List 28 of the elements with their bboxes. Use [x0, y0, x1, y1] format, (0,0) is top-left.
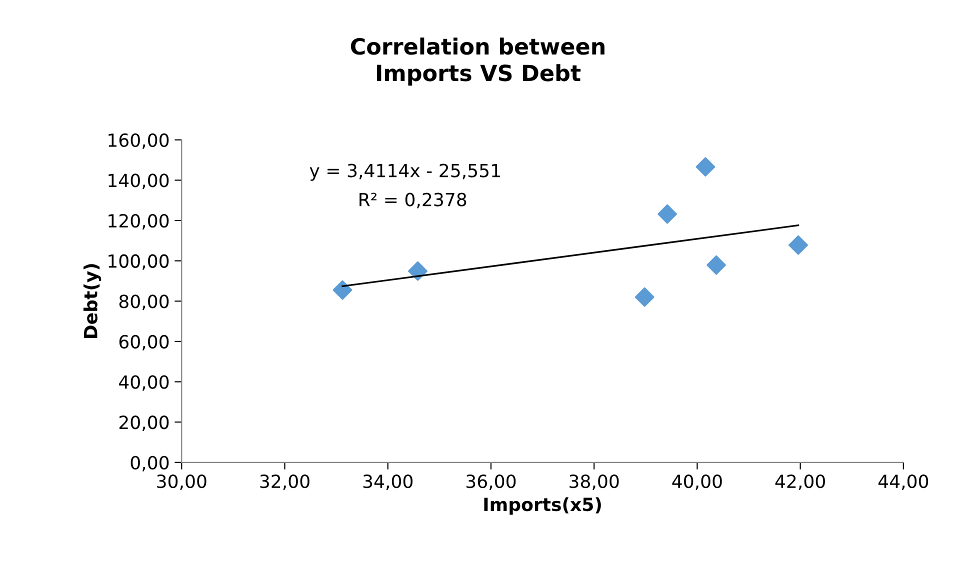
x-tick-label: 40,00: [672, 474, 722, 490]
y-tick-label: 60,00: [119, 334, 169, 350]
annotation: y = 3,4114x - 25,551: [310, 164, 500, 181]
point: [706, 255, 726, 275]
x-tick-label: 38,00: [570, 474, 619, 490]
x-tick-label: 36,00: [466, 474, 516, 490]
x-tick-label: 32,00: [260, 474, 310, 490]
x-tick-label: 34,00: [363, 474, 413, 490]
point: [696, 157, 716, 177]
x-tick-label: 42,00: [775, 474, 825, 490]
x-tick-label: 44,00: [878, 474, 928, 490]
y-tick-label: 80,00: [119, 294, 169, 310]
x-axis-title: Imports(x5): [484, 497, 601, 515]
y-tick-label: 100,00: [108, 254, 169, 270]
y-tick-label: 160,00: [108, 133, 169, 149]
y-tick-label: 120,00: [108, 214, 169, 230]
point: [332, 280, 352, 300]
y-tick-label: 20,00: [119, 416, 169, 432]
y-axis-title: Debt(y): [83, 264, 102, 338]
point: [634, 287, 654, 307]
y-tick-label: 140,00: [108, 174, 169, 190]
chart-title: Correlation between Imports VS Debt: [350, 38, 604, 86]
point: [788, 235, 808, 255]
x-tick-label: 30,00: [157, 474, 206, 490]
annotation: R² = 0,2378: [360, 192, 466, 208]
point: [658, 204, 678, 224]
y-tick-label: 40,00: [119, 375, 169, 391]
y-tick-label: 0,00: [130, 456, 169, 472]
